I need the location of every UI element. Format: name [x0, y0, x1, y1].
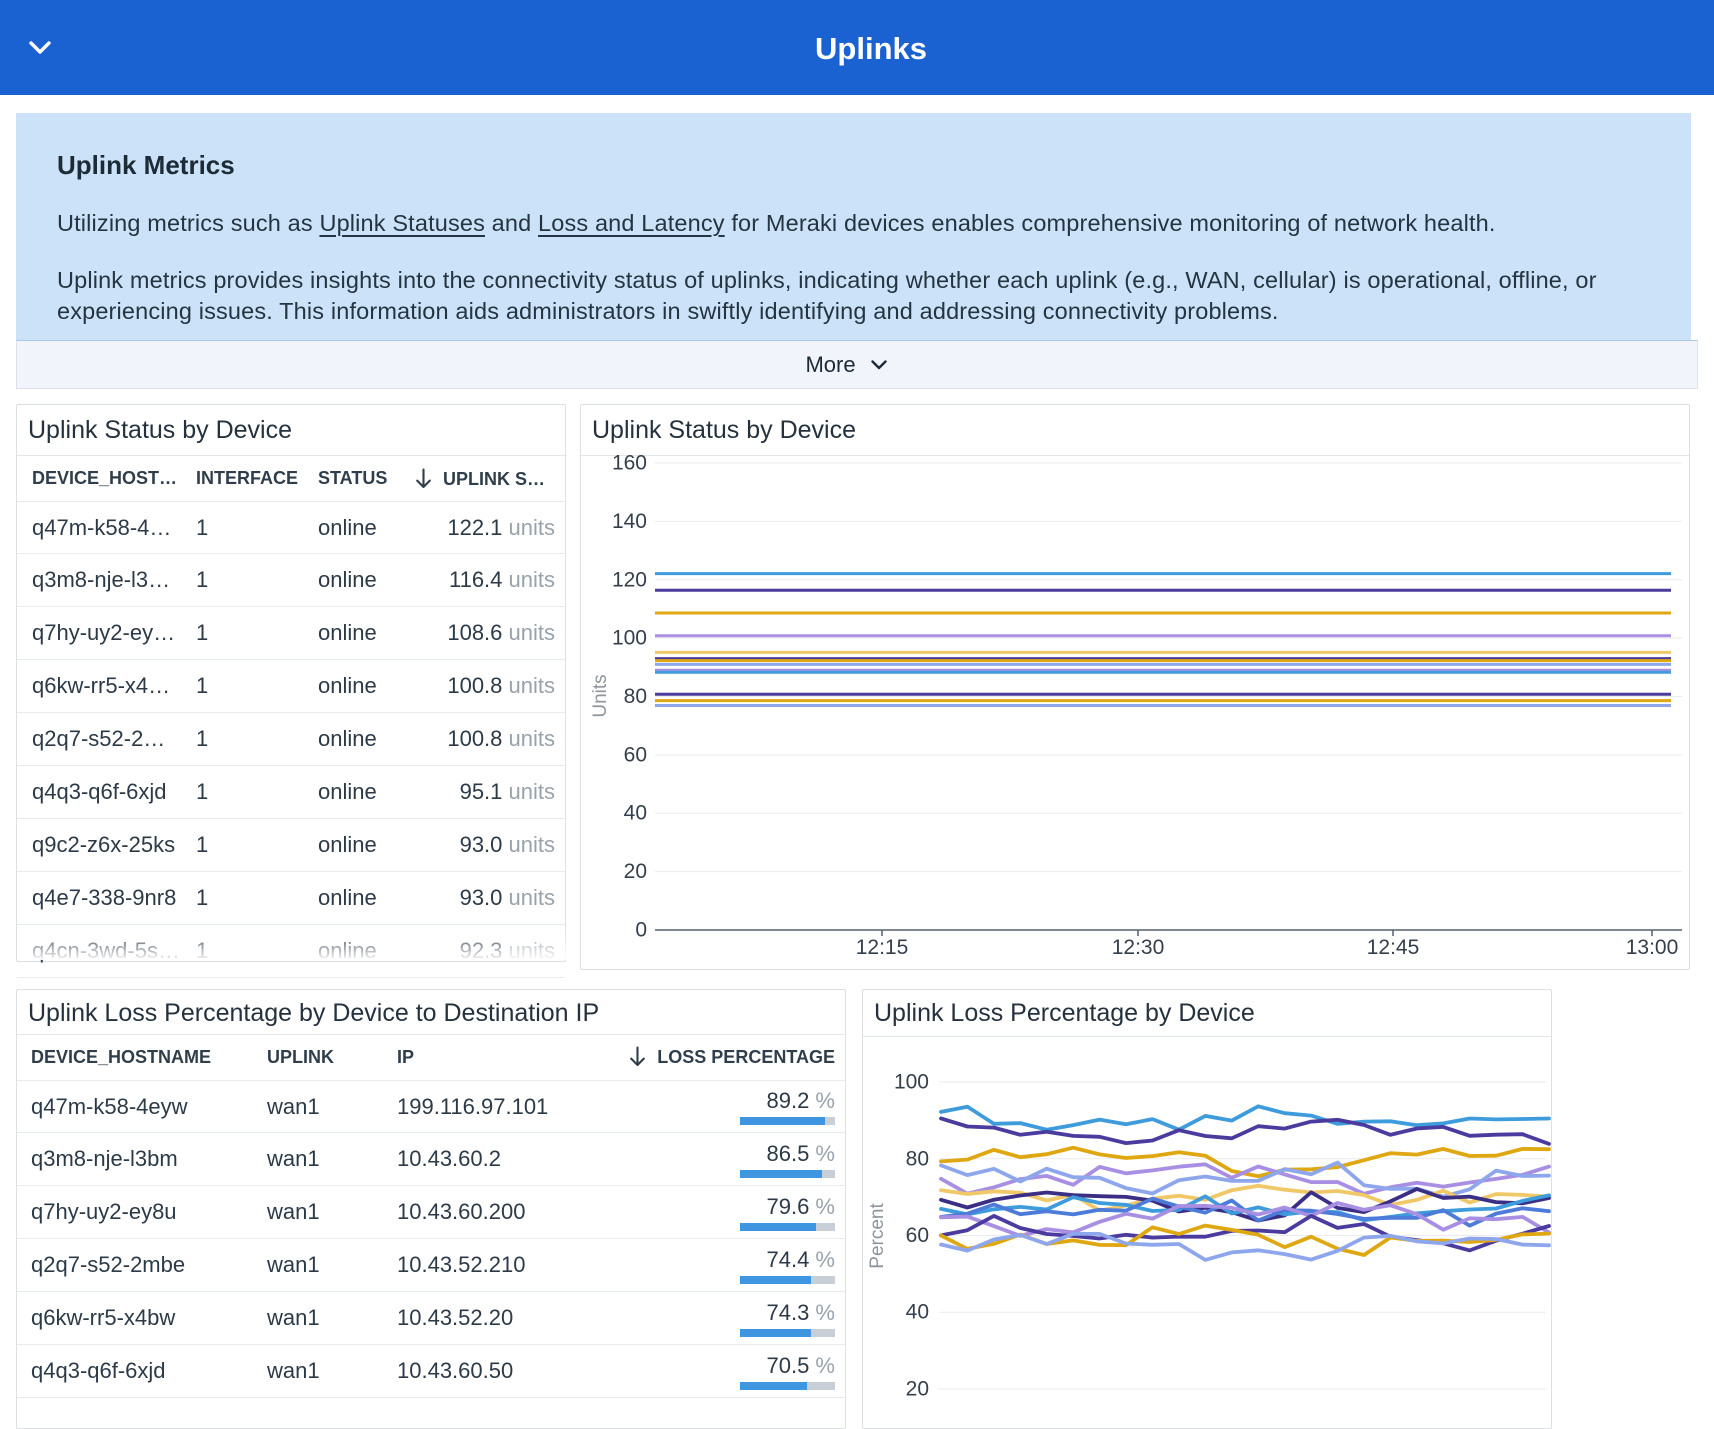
svg-text:12:15: 12:15	[856, 936, 909, 959]
svg-text:20: 20	[624, 860, 647, 883]
svg-text:Units: Units	[590, 674, 611, 717]
svg-text:80: 80	[906, 1147, 929, 1170]
svg-text:13:00: 13:00	[1626, 936, 1679, 959]
svg-text:60: 60	[624, 743, 647, 766]
svg-text:120: 120	[612, 568, 647, 591]
svg-text:12:30: 12:30	[1112, 936, 1165, 959]
svg-text:100: 100	[612, 627, 647, 650]
svg-text:20: 20	[906, 1378, 929, 1401]
svg-text:Percent: Percent	[867, 1203, 888, 1269]
svg-text:100: 100	[894, 1071, 929, 1094]
svg-text:140: 140	[612, 510, 647, 533]
svg-text:12:45: 12:45	[1367, 936, 1420, 959]
svg-text:60: 60	[906, 1224, 929, 1247]
svg-text:0: 0	[635, 919, 647, 942]
svg-text:40: 40	[624, 802, 647, 825]
svg-text:80: 80	[624, 685, 647, 708]
svg-text:40: 40	[906, 1301, 929, 1324]
svg-text:160: 160	[612, 452, 647, 475]
